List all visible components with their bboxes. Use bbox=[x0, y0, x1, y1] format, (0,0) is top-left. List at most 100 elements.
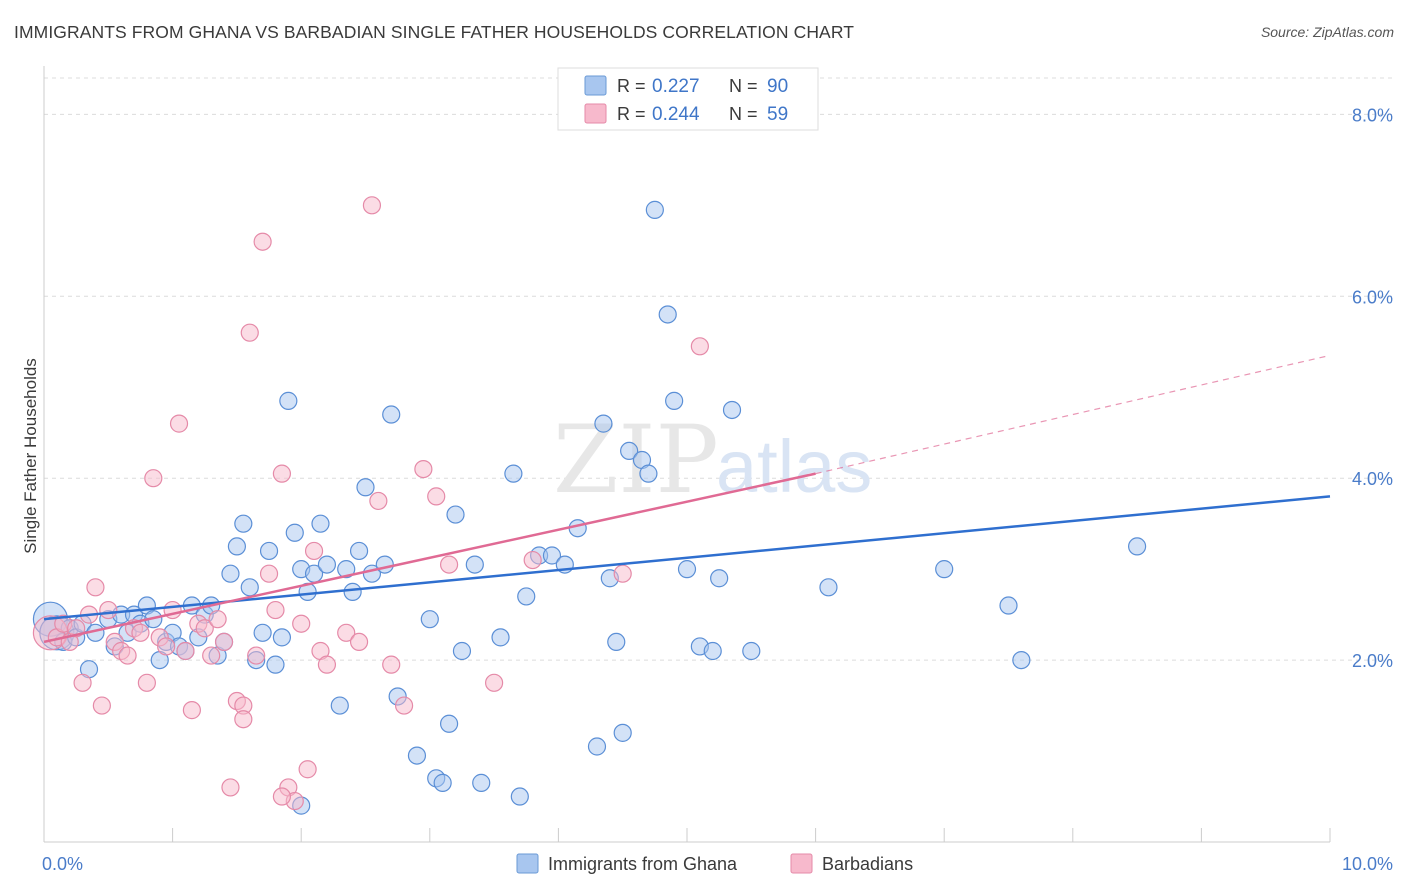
ghana-point-35 bbox=[272, 628, 292, 647]
chart-source: Source: ZipAtlas.com bbox=[1260, 24, 1394, 40]
ghana-point-41 bbox=[311, 514, 330, 533]
ghana-point-91 bbox=[1012, 650, 1031, 670]
barbadians-point-8 bbox=[92, 696, 111, 715]
ghana-point-33 bbox=[259, 541, 279, 561]
barbadians-point-52 bbox=[439, 555, 459, 574]
barbadians-point-21 bbox=[176, 641, 195, 661]
barbadians-point-43 bbox=[317, 655, 337, 674]
trend-line-barbadians bbox=[43, 472, 816, 644]
barbadians-point-9 bbox=[99, 600, 118, 620]
y-tick-label-0: 2.0% bbox=[1352, 651, 1393, 671]
barbadians-point-55 bbox=[613, 564, 632, 583]
barbadians-point-40 bbox=[298, 760, 317, 779]
ghana-point-74 bbox=[620, 441, 639, 461]
legend-stats: R = 0.227 N = 90 R = 0.244 N = 59 bbox=[557, 67, 819, 131]
trend-lines bbox=[43, 354, 1331, 644]
barbadians-point-46 bbox=[362, 196, 382, 215]
barbadians-point-4 bbox=[67, 619, 86, 638]
trend-line-barbadians-extension bbox=[815, 354, 1331, 475]
y-tick-label-1: 4.0% bbox=[1352, 469, 1393, 489]
ghana-point-76 bbox=[639, 464, 658, 483]
barbadians-point-49 bbox=[394, 696, 414, 715]
legend-n-value-barbadians: 59 bbox=[767, 104, 788, 125]
ghana-point-50 bbox=[382, 405, 401, 424]
ghana-point-45 bbox=[343, 582, 362, 601]
barbadians-point-34 bbox=[259, 564, 279, 583]
barbadians-point-26 bbox=[208, 610, 227, 629]
legend-r-value-ghana: 0.227 bbox=[652, 76, 700, 97]
ghana-point-70 bbox=[594, 414, 613, 433]
ghana-point-83 bbox=[710, 569, 729, 588]
ghana-point-57 bbox=[446, 505, 465, 524]
watermark-atlas: atlas bbox=[716, 425, 872, 508]
barbadians-point-28 bbox=[221, 778, 240, 797]
legend-r-label-barbadians: R = bbox=[617, 104, 646, 124]
barbadians-point-27 bbox=[214, 632, 234, 652]
legend-n-label-barbadians: N = bbox=[729, 104, 758, 124]
ghana-point-86 bbox=[819, 578, 838, 597]
barbadians-point-57 bbox=[234, 710, 253, 729]
ghana-point-46 bbox=[349, 541, 369, 561]
ghana-point-80 bbox=[677, 560, 697, 579]
ghana-point-77 bbox=[645, 200, 664, 219]
ghana-point-89 bbox=[1127, 537, 1147, 556]
barbadians-point-39 bbox=[292, 614, 311, 633]
legend-bottom-swatch-ghana bbox=[516, 853, 539, 874]
barbadians-point-25 bbox=[202, 646, 221, 665]
legend-n-value-ghana: 90 bbox=[767, 76, 788, 97]
ghana-point-28 bbox=[227, 537, 246, 556]
barbadians-point-44 bbox=[337, 623, 356, 642]
trend-line-ghana bbox=[43, 495, 1331, 621]
ghana-point-82 bbox=[703, 641, 722, 661]
barbadians-point-48 bbox=[382, 655, 401, 674]
barbadians-point-51 bbox=[427, 487, 446, 506]
ghana-point-53 bbox=[420, 610, 439, 629]
ghana-point-73 bbox=[613, 723, 632, 742]
ghana-point-62 bbox=[504, 464, 523, 483]
ghana-point-69 bbox=[587, 737, 607, 756]
barbadians-point-45 bbox=[349, 632, 369, 652]
ghana-point-30 bbox=[240, 578, 259, 597]
ghana-point-72 bbox=[607, 632, 626, 652]
ghana-point-79 bbox=[665, 391, 684, 410]
barbadians-point-36 bbox=[272, 464, 292, 483]
ghana-point-60 bbox=[472, 773, 491, 792]
chart-title: IMMIGRANTS FROM GHANA VS BARBADIAN SINGL… bbox=[14, 22, 855, 42]
ghana-point-68 bbox=[568, 519, 587, 538]
x-tick-label-1: 10.0% bbox=[1342, 854, 1393, 874]
barbadians-point-18 bbox=[157, 637, 176, 656]
ghana-point-43 bbox=[330, 696, 349, 715]
legend-swatch-barbadians bbox=[584, 103, 607, 124]
ghana-point-66 bbox=[542, 546, 562, 565]
barbadians-point-31 bbox=[240, 323, 259, 342]
barbadians-point-35 bbox=[266, 600, 285, 620]
barbadians-point-12 bbox=[118, 646, 137, 665]
x-tick-label-0: 0.0% bbox=[42, 854, 83, 874]
ghana-point-34 bbox=[266, 655, 285, 674]
barbadians-point-58 bbox=[272, 787, 292, 806]
barbadians-point-5 bbox=[73, 673, 92, 692]
barbadians-point-50 bbox=[414, 459, 433, 479]
ghana-point-87 bbox=[935, 560, 954, 579]
barbadians-point-32 bbox=[247, 646, 266, 665]
barbadians-point-16 bbox=[144, 469, 163, 488]
barbadians-point-54 bbox=[523, 550, 542, 570]
legend-swatch-ghana bbox=[584, 75, 607, 96]
ghana-point-78 bbox=[658, 305, 677, 324]
ghana-point-47 bbox=[356, 478, 375, 497]
barbadians-point-14 bbox=[131, 623, 150, 642]
legend-bottom-label-ghana: Immigrants from Ghana bbox=[548, 854, 738, 874]
ghana-point-27 bbox=[221, 564, 240, 583]
y-tick-label-3: 8.0% bbox=[1352, 105, 1393, 125]
ghana-point-52 bbox=[407, 746, 427, 765]
legend-n-label-ghana: N = bbox=[729, 76, 758, 96]
series-barbadians-points bbox=[32, 196, 709, 811]
barbadians-point-24 bbox=[195, 619, 214, 638]
barbadians-point-20 bbox=[169, 414, 189, 433]
legend-bottom-swatch-barbadians bbox=[790, 853, 813, 874]
ghana-point-85 bbox=[742, 641, 761, 661]
legend-series: Immigrants from Ghana Barbadians bbox=[516, 853, 913, 874]
barbadians-point-7 bbox=[86, 578, 105, 597]
ghana-point-37 bbox=[285, 523, 304, 542]
ghana-point-44 bbox=[337, 560, 356, 579]
